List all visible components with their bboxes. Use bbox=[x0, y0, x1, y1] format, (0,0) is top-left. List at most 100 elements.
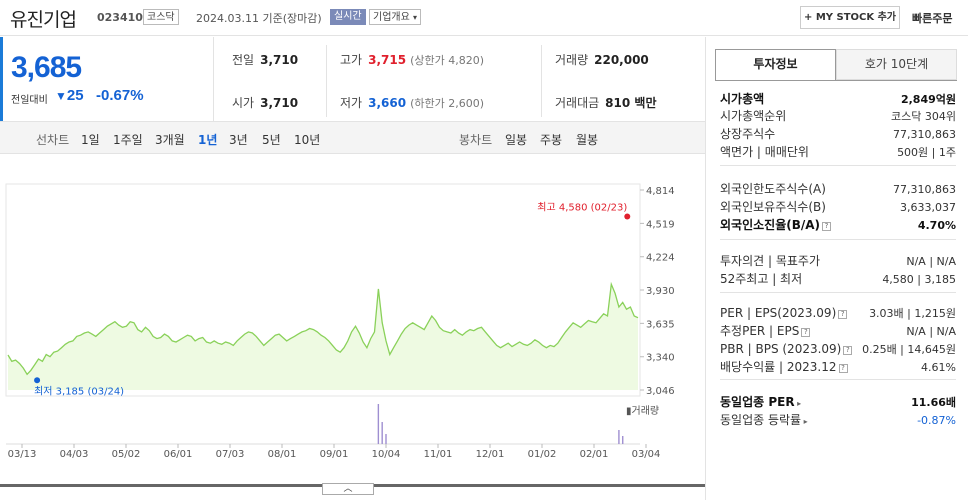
info-row: 액면가 | 매매단위 500원 | 1주 bbox=[720, 144, 956, 161]
x-tick-label: 03/13 bbox=[8, 449, 37, 460]
info-row: 외국인소진율(B/A)? 4.70% bbox=[720, 217, 956, 234]
info-row-label: 외국인소진율(B/A) bbox=[720, 218, 821, 232]
stat-label: 고가 bbox=[340, 53, 363, 67]
help-icon[interactable]: ? bbox=[838, 310, 848, 319]
panel-divider bbox=[720, 165, 956, 166]
company-name: 유진기업 bbox=[10, 9, 77, 31]
quick-order-button[interactable]: 빠른주문 bbox=[912, 12, 953, 25]
info-row-value: 코스닥 304위 bbox=[891, 110, 956, 123]
info-row-label: 시가총액순위 bbox=[720, 109, 787, 123]
min-marker bbox=[34, 377, 41, 384]
realtime-badge[interactable]: 실시간 bbox=[330, 9, 366, 25]
info-row: 추정PER | EPS? N/A | N/A bbox=[720, 323, 956, 340]
info-row-value: 500원 | 1주 bbox=[897, 146, 956, 159]
stat-value: 810 백만 bbox=[605, 96, 657, 110]
y-tick-label: 3,930 bbox=[646, 286, 675, 297]
current-price: 3,685 bbox=[11, 51, 82, 84]
prev-day-label: 전일대비 bbox=[11, 95, 48, 106]
info-row-value: 2,849억원 bbox=[900, 93, 956, 106]
min-label: 최저 3,185 (03/24) bbox=[34, 385, 124, 397]
stat-amount: 거래대금 810 백만 bbox=[555, 94, 656, 111]
y-tick-label: 4,814 bbox=[646, 186, 675, 197]
info-row: 시가총액 2,849억원 bbox=[720, 91, 956, 108]
stat-label: 저가 bbox=[340, 96, 363, 110]
price-line bbox=[7, 281, 639, 376]
tab-period-1w[interactable]: 1주일 bbox=[113, 133, 143, 147]
chevron-up-icon: ︿ bbox=[343, 484, 353, 494]
change-percent: -0.67% bbox=[96, 87, 144, 104]
info-row-value: 77,310,863 bbox=[893, 128, 956, 141]
info-row-value: 4.70% bbox=[917, 219, 956, 232]
stat-label: 전일 bbox=[232, 53, 255, 67]
panel-divider bbox=[720, 239, 956, 240]
tab-candle-monthly[interactable]: 월봉 bbox=[576, 133, 599, 147]
stock-header: 유진기업 023410 코스닥 2024.03.11 기준(장마감) 실시간 기… bbox=[0, 0, 968, 36]
divider bbox=[326, 45, 327, 117]
x-tick-label: 08/01 bbox=[268, 449, 297, 460]
price-stats: 전일 3,710 고가 3,715 (상한가 4,820) 거래량 220,000 시가… bbox=[213, 37, 705, 121]
line-chart-group-label: 선차트 bbox=[36, 133, 70, 147]
tab-period-5y[interactable]: 5년 bbox=[262, 133, 281, 147]
max-marker bbox=[624, 213, 631, 220]
stat-open: 시가 3,710 bbox=[232, 94, 298, 111]
help-icon[interactable]: ? bbox=[843, 346, 853, 355]
stat-label: 거래량 bbox=[555, 53, 589, 67]
price-change: ▼25 bbox=[55, 87, 84, 104]
chevron-right-icon[interactable]: ▸ bbox=[794, 399, 802, 408]
stat-value: 3,710 bbox=[260, 96, 299, 110]
info-row-label: 배당수익률 | 2023.12 bbox=[720, 360, 837, 374]
tab-period-1d[interactable]: 1일 bbox=[81, 133, 100, 147]
tab-orderbook-10[interactable]: 호가 10단계 bbox=[836, 49, 957, 80]
x-tick-label: 05/02 bbox=[112, 449, 141, 460]
tab-period-10y[interactable]: 10년 bbox=[294, 133, 321, 147]
info-row: PBR | BPS (2023.09)? 0.25배 | 14,645원 bbox=[720, 341, 956, 358]
panel-divider bbox=[720, 379, 956, 380]
stat-label: 거래대금 bbox=[555, 96, 600, 110]
chevron-down-icon: ▾ bbox=[413, 13, 418, 22]
tab-investment-info[interactable]: 투자정보 bbox=[715, 49, 836, 80]
upper-limit: (상한가 4,820) bbox=[410, 54, 484, 67]
info-row: 배당수익률 | 2023.12? 4.61% bbox=[720, 359, 956, 376]
info-row-value: 3,633,037 bbox=[900, 201, 956, 214]
stat-value: 3,710 bbox=[260, 53, 299, 67]
chevron-right-icon[interactable]: ▸ bbox=[801, 417, 808, 426]
company-info-label: 기업개요 bbox=[373, 12, 410, 23]
info-row-label: PBR | BPS (2023.09) bbox=[720, 342, 842, 356]
info-row-value: -0.87% bbox=[917, 414, 956, 427]
x-tick-label: 07/03 bbox=[216, 449, 245, 460]
x-tick-label: 12/01 bbox=[476, 449, 505, 460]
info-row-value: 77,310,863 bbox=[893, 183, 956, 196]
add-mystock-button[interactable]: + MY STOCK 추가 bbox=[800, 6, 900, 29]
info-row-value: 4.61% bbox=[921, 361, 956, 374]
stat-volume: 거래량 220,000 bbox=[555, 51, 649, 68]
help-icon[interactable]: ? bbox=[801, 328, 811, 337]
info-row-label: 52주최고 | 최저 bbox=[720, 272, 803, 286]
info-row-value: 3.03배 | 1,215원 bbox=[869, 307, 956, 320]
tab-period-3m[interactable]: 3개월 bbox=[155, 133, 185, 147]
tab-candle-weekly[interactable]: 주봉 bbox=[540, 133, 563, 147]
price-area bbox=[8, 284, 638, 390]
candle-chart-group-label: 봉차트 bbox=[459, 133, 493, 147]
price-chart[interactable]: 4,814 4,519 4,224 3,930 3,635 3,340 3,046 최고 4,… bbox=[0, 154, 705, 460]
panel-tabs: 투자정보 호가 10단계 bbox=[715, 49, 957, 80]
x-tick-label: 06/01 bbox=[164, 449, 193, 460]
company-info-dropdown[interactable]: 기업개요 ▾ bbox=[369, 9, 422, 25]
x-tick-label: 10/04 bbox=[372, 449, 401, 460]
info-row: 외국인보유주식수(B) 3,633,037 bbox=[720, 199, 956, 216]
stat-value: 220,000 bbox=[594, 53, 649, 67]
help-icon[interactable]: ? bbox=[838, 364, 848, 373]
info-row-label: 동일업종 PER bbox=[720, 395, 795, 409]
info-row: 동일업종 PER ▸ 11.66배 bbox=[720, 394, 956, 411]
info-row-value: N/A | N/A bbox=[906, 325, 956, 338]
tab-candle-daily[interactable]: 일봉 bbox=[505, 133, 528, 147]
info-row: 동일업종 등락률 ▸ -0.87% bbox=[720, 412, 956, 429]
help-icon[interactable]: ? bbox=[822, 222, 832, 231]
tab-period-1y[interactable]: 1년 bbox=[198, 133, 218, 147]
info-row-value: 11.66배 bbox=[911, 396, 956, 409]
tab-period-3y[interactable]: 3년 bbox=[229, 133, 248, 147]
stat-value: 3,660 bbox=[368, 96, 407, 110]
collapse-chart-button[interactable]: ︿ bbox=[322, 483, 374, 495]
info-row: 상장주식수 77,310,863 bbox=[720, 126, 956, 143]
x-tick-label: 02/01 bbox=[580, 449, 609, 460]
